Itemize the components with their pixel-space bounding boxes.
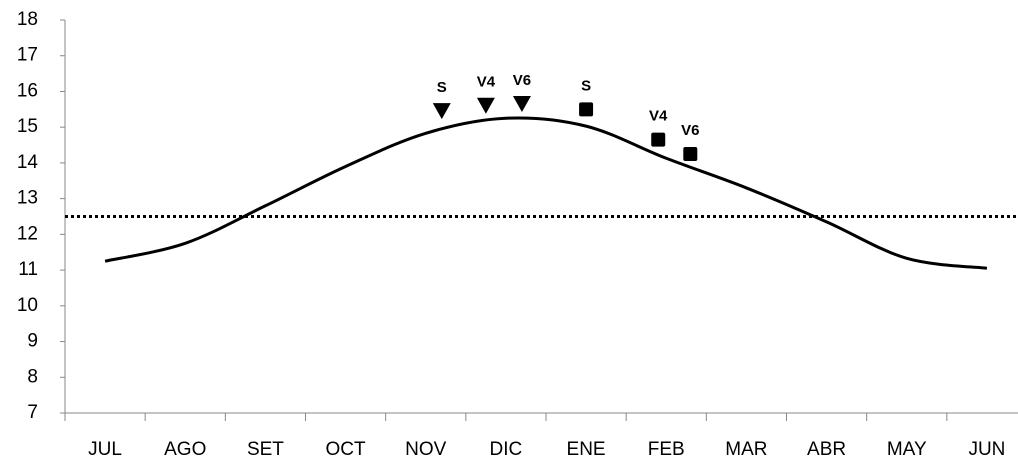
- x-tick-label: ABR: [807, 439, 846, 460]
- y-tick-label: 9: [27, 331, 38, 352]
- triangle-marker: [432, 103, 451, 120]
- square-marker: [579, 102, 594, 117]
- triangle-marker: [512, 95, 531, 112]
- x-tick-label: MAY: [887, 439, 927, 460]
- y-tick-label: 18: [17, 9, 38, 30]
- y-tick-label: 13: [17, 188, 38, 209]
- x-tick-label: JUL: [88, 439, 122, 460]
- y-tick-label: 8: [27, 366, 38, 387]
- x-tick-label: AGO: [164, 439, 206, 460]
- x-tick-label: FEB: [648, 439, 685, 460]
- triangle-marker: [476, 97, 495, 114]
- y-tick-label: 12: [17, 223, 38, 244]
- marker-label: V6: [681, 122, 699, 139]
- x-tick-label: OCT: [326, 439, 367, 460]
- x-tick-label: JUN: [968, 439, 1005, 460]
- y-tick-label: 11: [18, 259, 38, 280]
- marker-label: S: [437, 79, 447, 96]
- marker-label: V6: [513, 72, 531, 89]
- marker-label: V4: [477, 74, 496, 91]
- y-tick-label: 7: [27, 402, 38, 423]
- y-tick-label: 10: [17, 295, 38, 316]
- x-tick-label: DIC: [490, 439, 523, 460]
- line: [104, 116, 988, 270]
- y-tick-label: 17: [17, 45, 38, 66]
- marker-label: S: [581, 77, 591, 94]
- y-tick-label: 14: [17, 152, 39, 173]
- x-tick-label: ENE: [567, 439, 606, 460]
- x-tick-label: MAR: [725, 439, 767, 460]
- square-marker: [651, 132, 666, 147]
- marker-label: V4: [649, 108, 668, 125]
- x-tick-label: SET: [247, 439, 284, 460]
- x-tick-label: NOV: [405, 439, 447, 460]
- square-marker: [683, 146, 698, 161]
- y-tick-label: 15: [17, 116, 38, 137]
- y-tick-label: 16: [17, 80, 38, 101]
